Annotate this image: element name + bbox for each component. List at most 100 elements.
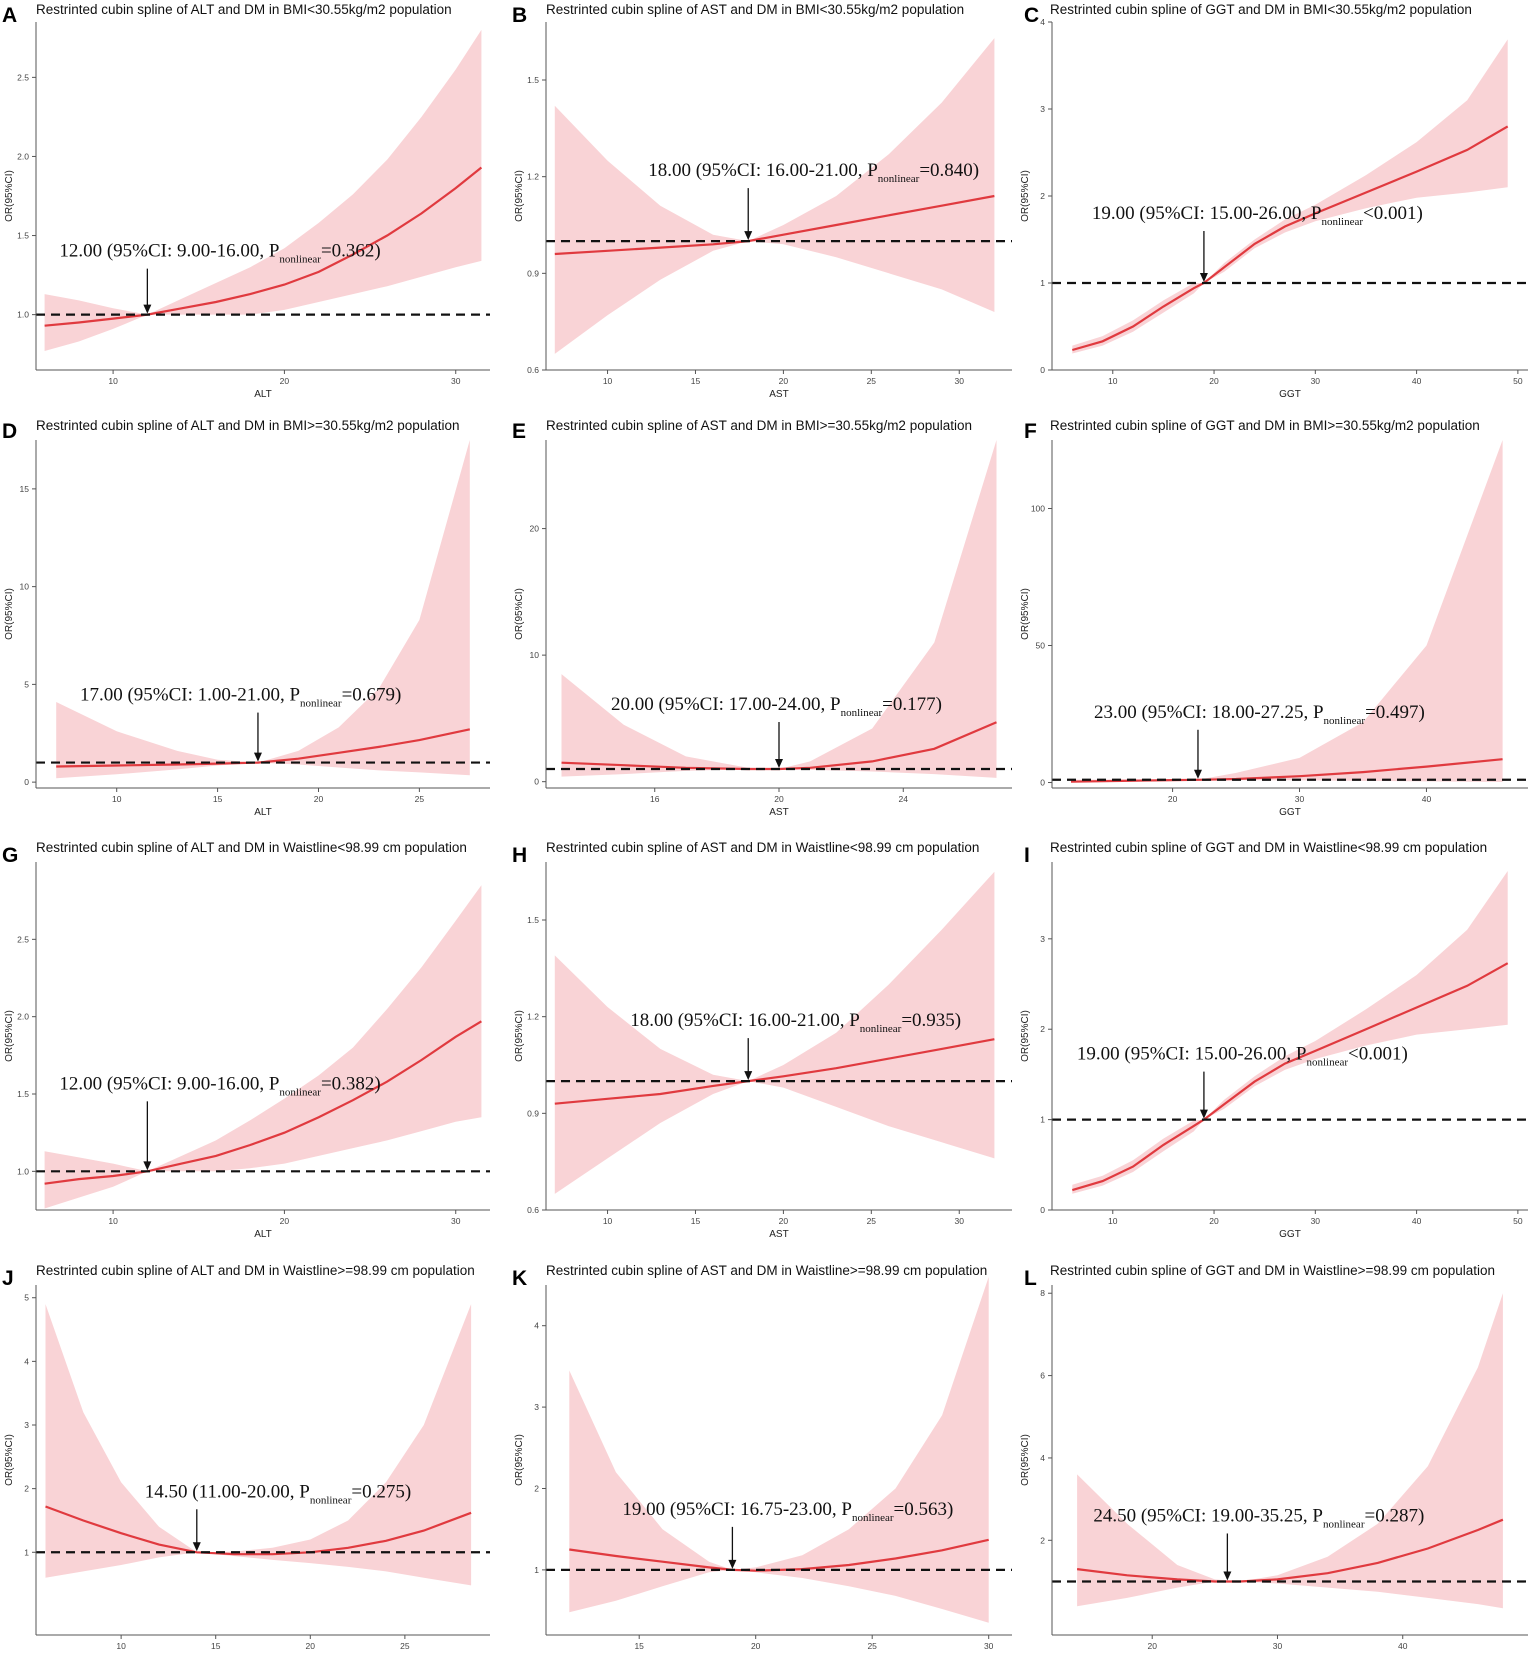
annotation-text: 18.00 (95%CI: 16.00-21.00, Pnonlinear=0.… <box>630 1010 961 1035</box>
y-tick-label: 1.5 <box>527 75 539 85</box>
x-tick-label: 30 <box>1311 1216 1321 1226</box>
annotation-text: 19.00 (95%CI: 16.75-23.00, Pnonlinear=0.… <box>622 1499 953 1524</box>
y-tick-label: 2 <box>1040 1535 1045 1545</box>
panel-title: Restrinted cubin spline of GGT and DM in… <box>1050 418 1480 433</box>
x-axis-title: GGT <box>1279 807 1301 818</box>
annotation-subscript: nonlinear <box>841 707 883 719</box>
y-tick-label: 2.5 <box>17 934 29 944</box>
y-tick-label: 2 <box>24 1484 29 1494</box>
y-tick-label: 0.6 <box>527 1205 539 1215</box>
x-tick-label: 30 <box>955 1216 965 1226</box>
spline-curve <box>569 1538 989 1572</box>
arrow-head <box>192 1542 201 1552</box>
annotation-subscript: nonlinear <box>300 698 342 710</box>
annotation-text: 20.00 (95%CI: 17.00-24.00, Pnonlinear=0.… <box>611 694 942 719</box>
x-tick-label: 30 <box>451 376 461 386</box>
annotation-suffix: =0.287) <box>1364 1505 1424 1526</box>
y-tick-label: 1.2 <box>527 172 539 182</box>
y-tick-label: 1.0 <box>17 310 29 320</box>
arrow-head <box>775 759 783 769</box>
y-tick-label: 3 <box>1040 104 1045 114</box>
y-tick-label: 4 <box>534 1321 539 1331</box>
x-tick-label: 15 <box>213 794 223 804</box>
annotation-suffix: =0.935) <box>901 1010 961 1031</box>
arrow-head <box>1193 769 1202 779</box>
annotation-subscript: nonlinear <box>1306 1057 1348 1069</box>
annotation-prefix: 18.00 (95%CI: 16.00-21.00, P <box>630 1010 860 1031</box>
panel-e: E Restrinted cubin spline of AST and DM i… <box>512 418 1012 818</box>
panel-l: L Restrinted cubin spline of GGT and DM i… <box>1020 1263 1528 1655</box>
y-tick-label: 1 <box>24 1547 29 1557</box>
x-axis-title: AST <box>769 1229 788 1240</box>
y-tick-label: 15 <box>20 484 30 494</box>
annotation-subscript: nonlinear <box>860 1023 902 1035</box>
x-tick-label: 16 <box>650 794 660 804</box>
y-tick-label: 1 <box>534 1565 539 1575</box>
x-tick-label: 20 <box>280 376 290 386</box>
x-tick-label: 40 <box>1398 1641 1408 1651</box>
y-axis-title: OR(95%CI) <box>4 1010 15 1062</box>
y-tick-label: 6 <box>1040 1371 1045 1381</box>
x-tick-label: 40 <box>1412 1216 1422 1226</box>
x-tick-label: 10 <box>1108 1216 1118 1226</box>
annotation-prefix: 19.00 (95%CI: 16.75-23.00, P <box>622 1499 852 1520</box>
arrow-head <box>744 1071 753 1081</box>
x-tick-label: 25 <box>867 1216 877 1226</box>
y-tick-label: 2 <box>1040 191 1045 201</box>
annotation-suffix: =0.177) <box>882 694 942 715</box>
ci-band <box>44 885 482 1209</box>
ci-band <box>561 440 997 778</box>
y-tick-label: 5 <box>24 1293 29 1303</box>
spline-curve <box>56 728 471 768</box>
y-tick-label: 2.5 <box>17 72 29 82</box>
x-axis-title: ALT <box>254 807 272 818</box>
y-axis-title: OR(95%CI) <box>4 588 15 640</box>
y-tick-label: 1 <box>1040 278 1045 288</box>
panel-j: J Restrinted cubin spline of ALT and DM i… <box>2 1263 490 1655</box>
y-tick-label: 20 <box>530 524 540 534</box>
x-tick-label: 25 <box>867 1641 877 1651</box>
spline-curve <box>45 1505 472 1556</box>
y-tick-label: 1.5 <box>17 231 29 241</box>
y-axis-title: OR(95%CI) <box>514 1010 525 1062</box>
arrow-head <box>1223 1571 1232 1581</box>
y-tick-label: 3 <box>1040 934 1045 944</box>
annotation-text: 24.50 (95%CI: 19.00-35.25, Pnonlinear=0.… <box>1093 1505 1424 1530</box>
y-tick-label: 3 <box>24 1420 29 1430</box>
annotation-suffix: =0.563) <box>894 1499 954 1520</box>
panel-letter: G <box>2 844 18 867</box>
panel-letter: D <box>2 420 17 443</box>
panel-letter: C <box>1024 4 1039 27</box>
y-tick-label: 4 <box>1040 1453 1045 1463</box>
ci-band <box>569 1276 989 1623</box>
y-tick-label: 50 <box>1036 641 1046 651</box>
x-tick-label: 20 <box>774 794 784 804</box>
ci-band <box>56 440 470 779</box>
annotation-suffix: <0.001) <box>1363 203 1423 224</box>
y-axis-title: OR(95%CI) <box>4 170 15 222</box>
y-tick-label: 1.2 <box>527 1012 539 1022</box>
x-tick-label: 15 <box>634 1641 644 1651</box>
annotation-subscript: nonlinear <box>878 173 920 185</box>
annotation-suffix: =0.382) <box>321 1073 381 1094</box>
panel-a: A Restrinted cubin spline of ALT and DM i… <box>2 2 490 400</box>
spline-curve <box>1071 125 1509 352</box>
x-axis-title: ALT <box>254 389 272 400</box>
annotation-text: 18.00 (95%CI: 16.00-21.00, Pnonlinear=0.… <box>648 160 979 185</box>
annotation-suffix: =0.840) <box>919 160 979 181</box>
x-tick-label: 40 <box>1412 376 1422 386</box>
y-tick-label: 1 <box>1040 1115 1045 1125</box>
x-tick-label: 15 <box>211 1641 221 1651</box>
panel-title: Restrinted cubin spline of ALT and DM in… <box>36 2 452 17</box>
annotation-text: 14.50 (11.00-20.00, Pnonlinear=0.275) <box>145 1481 411 1506</box>
annotation-prefix: 23.00 (95%CI: 18.00-27.25, P <box>1094 702 1324 723</box>
annotation-text: 23.00 (95%CI: 18.00-27.25, Pnonlinear=0.… <box>1094 702 1425 727</box>
annotation-prefix: 12.00 (95%CI: 9.00-16.00, P <box>59 1073 279 1094</box>
ci-band <box>1072 39 1508 354</box>
panel-title: Restrinted cubin spline of AST and DM in… <box>546 2 964 17</box>
x-tick-label: 15 <box>691 376 701 386</box>
y-tick-label: 2.0 <box>17 151 29 161</box>
x-tick-label: 20 <box>306 1641 316 1651</box>
annotation-suffix: =0.362) <box>321 241 381 262</box>
